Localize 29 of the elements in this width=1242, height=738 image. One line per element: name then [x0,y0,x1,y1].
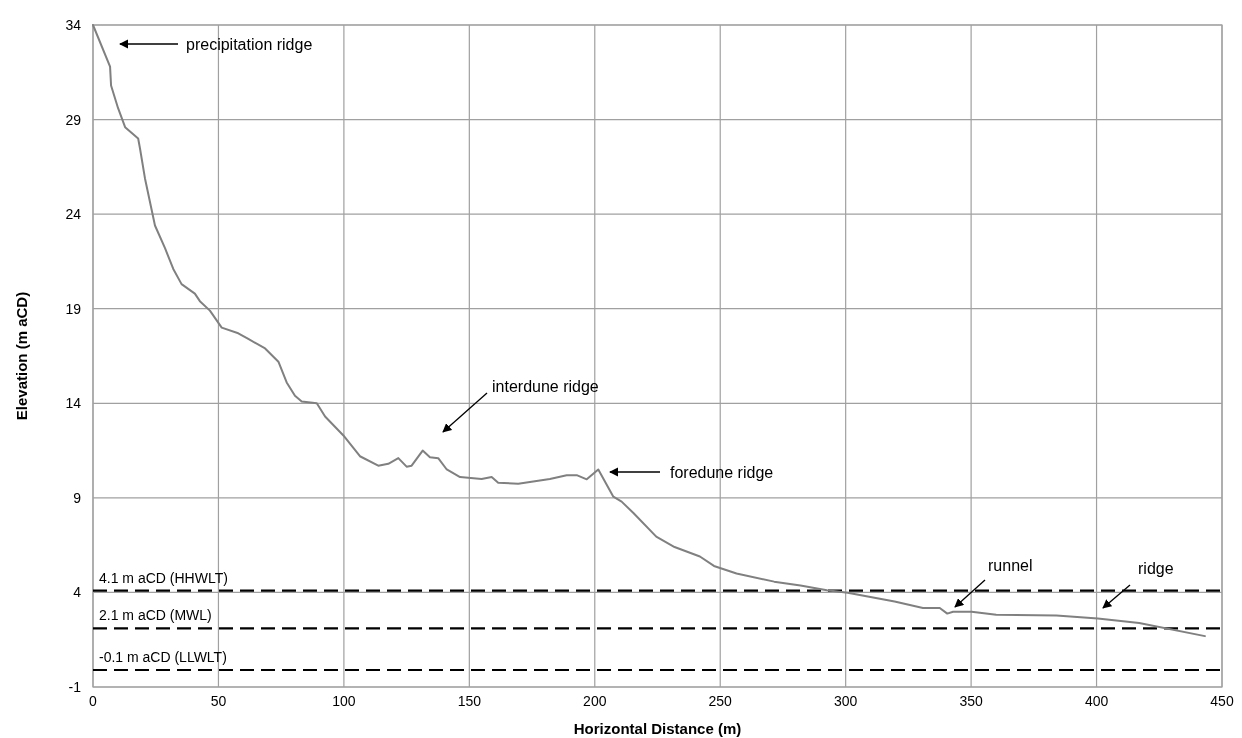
y-tick-label: 4 [73,584,82,601]
annotation: precipitation ridge [186,36,313,53]
x-tick-label: 250 [708,693,733,709]
x-tick-label: 150 [457,693,482,709]
y-tick-label: 9 [73,489,82,506]
annotation: runnel [988,557,1033,574]
line-series [92,24,1206,638]
y-tick-label: 29 [65,111,82,128]
annotation: ridge [1138,560,1174,577]
y-tick-label: 14 [65,395,82,412]
x-tick-label: 100 [332,693,356,709]
x-tick-label: 350 [959,693,983,709]
x-tick-label: 400 [1084,693,1109,709]
x-tick-label: 450 [1210,693,1234,709]
ref-line-label: -0.1 m aCD (LLWLT) [99,648,227,665]
x-tick-label: 0 [89,693,98,709]
y-tick-label: 24 [65,206,82,223]
annotation: foredune ridge [670,464,774,481]
ref-line-label: 2.1 m aCD (MWL) [99,607,212,624]
x-tick-label: 300 [833,693,858,709]
y-tick-label: -1 [68,679,82,695]
x-tick-label: 200 [583,693,607,709]
y-tick-label: 19 [65,300,82,317]
annotation: interdune ridge [492,378,599,395]
y-tick-label: 34 [65,17,82,33]
x-axis-title: Horizontal Distance (m) [573,720,742,737]
x-tick-label: 50 [210,693,227,709]
y-axis-title: Elevation (m aCD) [13,291,30,421]
ref-line-label: 4.1 m aCD (HHWLT) [99,569,228,586]
